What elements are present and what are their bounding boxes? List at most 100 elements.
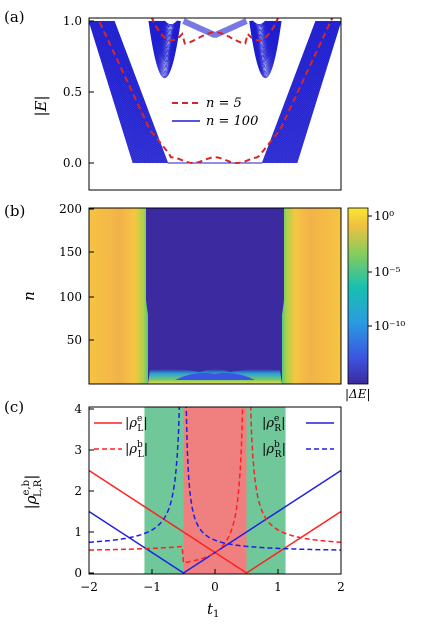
band-line <box>95 20 143 164</box>
tick-b-100: 100 <box>59 290 82 304</box>
band-line <box>91 20 138 164</box>
band-line <box>89 20 134 164</box>
band-line <box>275 20 327 164</box>
band-line <box>96 20 144 164</box>
panel-a-ylabel: |E| <box>32 95 50 116</box>
band-line <box>290 20 338 164</box>
band-line <box>287 20 335 164</box>
band-line <box>111 20 165 164</box>
cb-tick-0: 10⁰ <box>374 209 394 223</box>
band-line <box>277 20 328 164</box>
panel-b-label: (b) <box>4 202 25 220</box>
band-line <box>295 20 341 164</box>
tick-c-xm2: −2 <box>80 580 98 594</box>
panel-c-legend: |ρe L| |ρb L| |ρe R| |ρb R| <box>94 414 334 460</box>
band-line <box>90 20 137 164</box>
band-line <box>107 20 161 164</box>
svg-text:|ρe,bL,R|: |ρe,bL,R| <box>21 475 44 510</box>
band-line <box>265 20 319 164</box>
band-line <box>289 20 337 164</box>
panel-c-xticks: −2 −1 0 1 2 <box>80 569 345 594</box>
band-line <box>263 20 318 164</box>
band-line <box>90 20 136 164</box>
band-line <box>107 20 160 164</box>
band-line <box>110 20 165 164</box>
tick-a-1: 1.0 <box>63 14 82 28</box>
series-rho-e-L <box>89 469 341 574</box>
tick-b-150: 150 <box>59 245 82 259</box>
panel-c-label: (c) <box>4 398 24 416</box>
panel-c-ylabel: |ρe,bL,R| <box>21 475 44 510</box>
band-line <box>288 20 336 164</box>
band-line <box>264 20 318 164</box>
svg-text:|ρeR|: |ρe R| <box>262 414 286 434</box>
band-line <box>284 20 333 164</box>
band-line <box>92 20 139 164</box>
colorbar-label: |ΔE| <box>345 387 371 401</box>
band-line <box>109 20 162 164</box>
tick-c-x1: 1 <box>274 580 282 594</box>
svg-text:|ρeL|: |ρe L| <box>125 414 148 434</box>
series-rho-e-R <box>89 469 341 574</box>
tick-c-y4: 4 <box>74 402 82 416</box>
colorbar: 10⁰ 10⁻⁵ 10⁻¹⁰ |ΔE| <box>345 207 405 401</box>
band-line <box>262 20 317 164</box>
band-line <box>296 20 341 164</box>
band-line <box>261 20 317 164</box>
panel-b-frame <box>88 207 342 385</box>
shaded-region <box>144 407 184 574</box>
band-line <box>103 20 155 164</box>
band-line <box>286 20 335 164</box>
band-line <box>105 20 157 164</box>
panel-b-yticks: 50 100 150 200 <box>59 202 94 347</box>
band-line <box>113 20 169 164</box>
band-line <box>285 20 334 164</box>
band-line <box>281 20 331 164</box>
band-line <box>92 20 140 164</box>
legend-n5: n = 5 <box>206 96 242 111</box>
series-rho-b-R <box>89 407 341 551</box>
tick-c-xm1: −1 <box>143 580 161 594</box>
panel-a-label: (a) <box>4 8 25 26</box>
panel-c-yticks: 0 1 2 3 4 <box>74 402 94 580</box>
band-line <box>109 20 163 164</box>
panel-a-frame <box>88 17 342 191</box>
series-rho-b-L <box>89 407 341 564</box>
band-line <box>99 20 149 164</box>
tick-c-x0: 0 <box>211 580 219 594</box>
band-line <box>273 20 325 164</box>
band-line <box>93 20 140 164</box>
tick-c-y0: 0 <box>74 566 82 580</box>
band-line <box>89 20 136 164</box>
svg-text:|ρbL|: |ρb L| <box>125 440 148 460</box>
band-line <box>268 20 321 164</box>
band-line <box>110 20 164 164</box>
band-line <box>105 20 157 164</box>
band-line <box>164 20 178 25</box>
band-line <box>95 20 144 164</box>
band-line <box>266 20 320 164</box>
band-line <box>291 20 338 164</box>
band-line <box>292 20 339 164</box>
tick-b-50: 50 <box>67 333 82 347</box>
panel-a: (a) 0.0 0.5 1.0 |E| n = 5 n = 100 <box>4 8 342 191</box>
band-line <box>276 20 327 164</box>
band-line <box>283 20 333 164</box>
band-line <box>93 20 141 164</box>
band-line <box>108 20 161 164</box>
band-line <box>106 20 158 164</box>
band-line <box>106 20 159 164</box>
band-line <box>293 20 340 164</box>
band-line <box>274 20 326 164</box>
band-line <box>252 20 266 25</box>
panel-c-shaded-regions <box>144 407 286 574</box>
tick-a-05: 0.5 <box>63 85 82 99</box>
cb-tick-5: 10⁻⁵ <box>374 265 401 279</box>
panel-a-yticks: 0.0 0.5 1.0 <box>63 14 94 170</box>
cb-tick-10: 10⁻¹⁰ <box>374 319 405 333</box>
tick-c-x2: 2 <box>337 580 345 594</box>
band-line <box>290 20 337 164</box>
band-line <box>269 20 322 164</box>
tick-b-200: 200 <box>59 202 82 216</box>
